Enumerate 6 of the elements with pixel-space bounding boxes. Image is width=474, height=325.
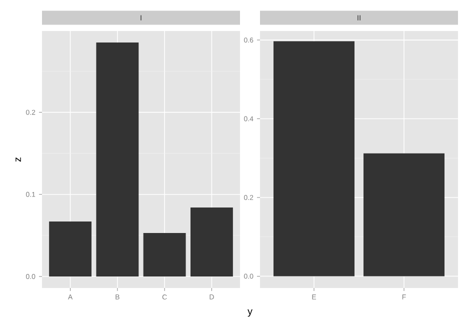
bar [143,232,186,277]
y-axis-title: z [16,158,21,162]
x-axis-title: y [248,309,252,317]
bar [49,221,92,277]
bar [96,42,139,277]
bar [190,208,233,277]
